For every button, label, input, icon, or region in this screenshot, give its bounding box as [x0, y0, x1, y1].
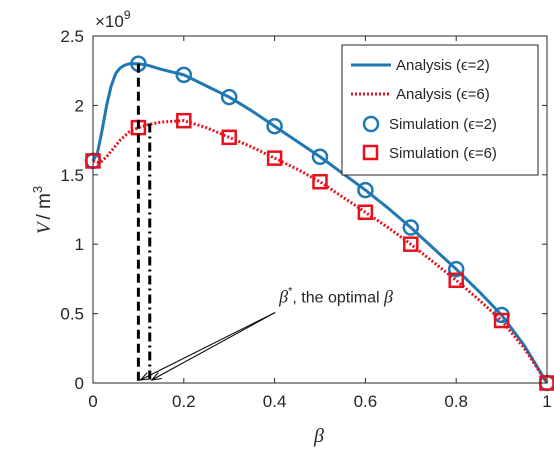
legend: Analysis (ϵ=2) Analysis (ϵ=6) Simulation…: [341, 44, 539, 176]
data-point-circle: [175, 66, 193, 84]
data-point-circle: [402, 219, 420, 236]
annotation-text: β*, the optimal β: [278, 285, 393, 306]
x-axis-label: β: [313, 425, 324, 447]
legend-marker-circle: [362, 115, 380, 133]
data-point-square: [221, 129, 237, 146]
legend-label: Simulation (ϵ=6): [389, 145, 497, 162]
data-point-square: [266, 150, 283, 166]
legend-label: Analysis (ϵ=2): [396, 57, 490, 74]
y-axis-label: V/ m3: [30, 186, 55, 234]
data-point-circle: [357, 181, 374, 199]
y-tick-label: 2: [75, 96, 84, 115]
legend-label: Analysis (ϵ=6): [396, 86, 490, 103]
x-tick-label: 0.6: [354, 392, 378, 411]
axis-ticks: 0 0.2 0.4 0.6 0.8 1 0 0.5 1 1.5 2 2.5: [60, 27, 551, 411]
x-tick-label: 0.8: [444, 392, 468, 411]
data-point-square: [403, 236, 419, 252]
y-tick-label: 1: [75, 235, 84, 254]
x-tick-label: 0.4: [263, 392, 287, 411]
data-point-circle: [266, 117, 283, 135]
series-line-0: [91, 62, 549, 384]
plot-border: [92, 35, 548, 384]
data-point-circle: [447, 260, 465, 278]
annotation-arrow-1: [151, 312, 276, 381]
y-tick-label: 0: [75, 374, 84, 393]
y-multiplier: ×109: [95, 8, 131, 31]
annotation-arrowhead-0: [139, 372, 151, 381]
y-tick-label: 0.5: [60, 305, 84, 324]
x-tick-label: 0.2: [172, 392, 196, 411]
series-line-1: [92, 119, 549, 384]
data-point-square: [176, 112, 192, 129]
legend-marker-square: [362, 144, 379, 161]
data-point-square: [357, 204, 374, 221]
data-point-circle: [311, 148, 329, 166]
data-point-square: [312, 173, 328, 190]
annotation-arrowhead-1: [150, 372, 162, 381]
y-tick-label: 2.5: [60, 27, 84, 46]
legend-label: Simulation (ϵ=2): [389, 116, 497, 133]
annotation: β*, the optimal β: [139, 285, 393, 381]
data-point-square: [448, 272, 464, 289]
y-tick-label: 1.5: [60, 166, 84, 185]
legend-box: [341, 44, 539, 176]
x-tick-label: 1: [542, 392, 551, 411]
annotation-arrow-0: [140, 312, 276, 381]
data-point-square: [493, 312, 510, 329]
optimal-lines: [136, 63, 152, 383]
x-tick-label: 0: [88, 392, 97, 411]
data-point-circle: [220, 88, 238, 106]
